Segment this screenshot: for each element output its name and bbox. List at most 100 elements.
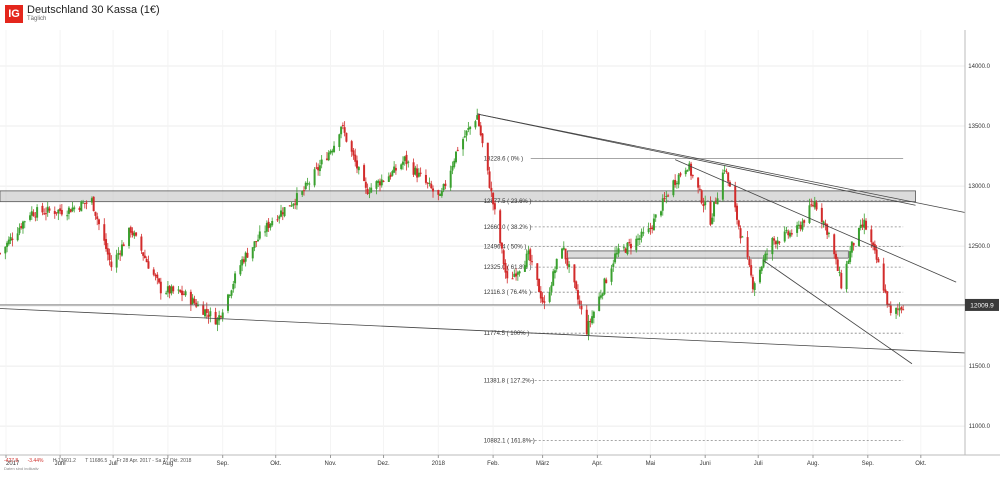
candle-body [861,224,864,227]
candle-body [585,309,588,335]
candle-body [230,290,233,296]
candle-body [783,231,786,242]
candle-body [97,219,100,225]
candle-body [562,247,565,250]
candle-body [325,158,328,160]
candle-body [826,224,829,235]
fib-level-label: 11381.8 ( 127.2% ) [484,378,535,384]
candle-body [216,319,219,325]
candle-body [773,238,776,241]
candle-body [308,183,311,185]
candle-body [18,227,21,234]
candle-body [741,236,744,238]
candle-body [898,308,901,311]
candle-body [751,277,754,290]
candle-body [598,296,601,311]
candle-body [80,201,83,212]
candle-body [750,265,753,276]
candle-body [704,201,707,206]
candle-body [852,242,855,246]
timeframe-label: Täglich [27,16,47,22]
y-tick-label: 11000.0 [969,424,991,430]
candle-body [67,207,70,214]
candle-body [251,247,254,259]
candle-body [723,170,726,172]
candle-body [675,183,678,185]
candle-body [580,305,583,310]
candle-body [257,239,260,242]
candle-body [884,289,887,293]
candle-body [511,278,514,280]
candle-body [317,167,320,171]
candle-body [665,195,668,197]
current-price-box [965,298,999,311]
candle-body [859,224,862,229]
candle-body [85,202,88,204]
candle-body [356,160,359,169]
candle-body [776,240,779,245]
candle-body [304,182,307,190]
candle-body [672,180,675,196]
candle-body [737,220,740,227]
candle-body [635,238,638,251]
candle-body [714,202,717,204]
candle-body [389,174,392,178]
candle-body [629,243,632,249]
candle-body [589,320,592,322]
candle-body [481,133,484,144]
candle-body [333,145,336,153]
x-tick-label: Okt. [270,461,281,467]
candle-body [663,198,666,200]
y-tick-label: 14000.0 [968,64,990,70]
candle-body [253,241,256,248]
current-price-label: 12009.9 [970,302,994,309]
candle-body [688,163,691,170]
candle-body [426,182,429,184]
candle-body [576,290,579,300]
candle-body [573,264,576,283]
candle-body [801,221,804,230]
candle-body [258,231,261,239]
candle-body [6,242,9,248]
candle-body [133,232,136,237]
candle-body [778,241,781,243]
x-tick-label: Dez. [377,461,390,467]
candle-body [827,232,830,234]
candle-body [331,150,334,153]
candle-body [766,253,769,255]
candle-body [44,213,47,215]
x-tick-label: Aug. [807,461,820,467]
candle-body [370,187,373,193]
candle-body [432,188,435,192]
candle-body [281,212,284,215]
candle-body [530,261,533,263]
candle-body [71,207,74,212]
candle-body [820,207,823,222]
candle-body [813,201,816,208]
support-zones [0,190,916,259]
y-tick-label: 13000.0 [968,184,990,190]
candle-body [184,291,187,296]
candle-body [341,125,344,127]
candle-body [702,204,705,207]
candle-body [523,265,526,272]
candle-body [548,292,551,302]
candle-body [241,259,244,266]
candle-body [393,166,396,173]
candle-body [661,198,664,211]
candle-body [73,207,76,210]
candle-body [822,221,825,224]
candle-body [407,161,410,163]
candle-body [154,274,157,277]
candle-body [271,220,274,226]
candle-body [640,231,643,238]
candle-body [599,295,602,298]
candle-body [246,252,249,258]
current-price-marker: 12009.9 [0,298,999,311]
candle-body [16,233,19,241]
candle-body [490,187,493,192]
candle-body [205,308,208,313]
candle-body [368,192,371,194]
candle-body [758,269,761,283]
